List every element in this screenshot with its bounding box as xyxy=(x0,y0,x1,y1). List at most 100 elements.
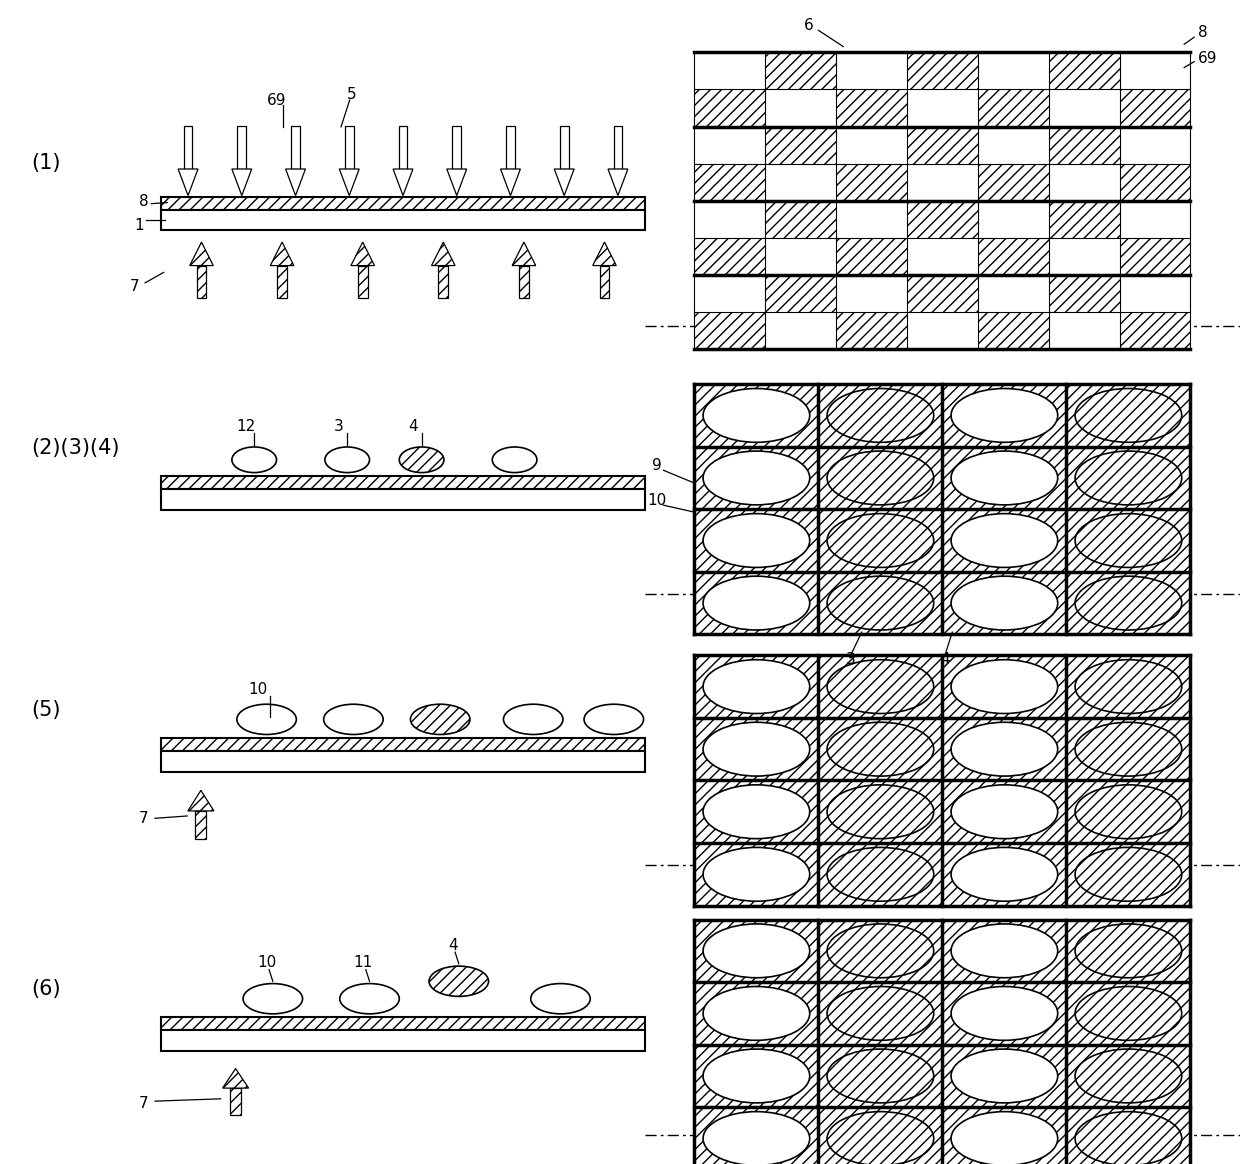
Bar xyxy=(694,655,818,718)
Bar xyxy=(942,780,1066,843)
Bar xyxy=(818,655,942,718)
Ellipse shape xyxy=(1075,1112,1182,1164)
Ellipse shape xyxy=(827,660,934,714)
Text: 7: 7 xyxy=(139,811,149,825)
Ellipse shape xyxy=(951,1112,1058,1164)
Bar xyxy=(506,126,515,169)
Ellipse shape xyxy=(1075,389,1182,442)
Bar xyxy=(161,1017,645,1030)
Text: 8: 8 xyxy=(1198,26,1208,40)
Ellipse shape xyxy=(1075,785,1182,838)
Bar xyxy=(906,237,978,275)
Bar xyxy=(942,447,1066,510)
Ellipse shape xyxy=(584,704,644,734)
Bar xyxy=(906,312,978,349)
Ellipse shape xyxy=(1075,452,1182,505)
Bar xyxy=(942,1107,1066,1164)
Bar xyxy=(765,90,836,127)
Ellipse shape xyxy=(399,447,444,473)
Ellipse shape xyxy=(951,452,1058,505)
Bar xyxy=(345,126,353,169)
Bar xyxy=(161,476,645,489)
Ellipse shape xyxy=(703,1049,810,1102)
Bar xyxy=(836,90,906,127)
Ellipse shape xyxy=(827,1049,934,1102)
Bar xyxy=(906,275,978,312)
Ellipse shape xyxy=(827,513,934,567)
Bar xyxy=(978,275,1049,312)
Bar xyxy=(694,843,818,906)
Polygon shape xyxy=(351,242,374,265)
Bar xyxy=(942,920,1066,982)
Ellipse shape xyxy=(1075,847,1182,901)
Bar xyxy=(1049,52,1120,90)
Ellipse shape xyxy=(827,452,934,505)
Bar xyxy=(1120,90,1190,127)
Bar xyxy=(238,126,246,169)
Bar xyxy=(694,237,765,275)
Bar xyxy=(161,210,645,230)
Bar xyxy=(694,510,818,572)
Bar xyxy=(694,384,818,447)
Bar xyxy=(818,780,942,843)
Text: 5: 5 xyxy=(347,87,357,101)
Bar xyxy=(765,52,836,90)
Polygon shape xyxy=(340,169,360,196)
Bar xyxy=(978,164,1049,201)
Bar xyxy=(942,1045,1066,1107)
Bar xyxy=(600,265,609,298)
Bar xyxy=(836,201,906,237)
Bar xyxy=(942,718,1066,780)
Ellipse shape xyxy=(703,576,810,630)
Bar xyxy=(694,1045,818,1107)
Bar xyxy=(1049,201,1120,237)
Bar xyxy=(818,384,942,447)
Text: 3: 3 xyxy=(846,653,856,667)
Ellipse shape xyxy=(325,447,370,473)
Bar xyxy=(614,126,622,169)
Ellipse shape xyxy=(1075,723,1182,776)
Bar xyxy=(942,572,1066,634)
Ellipse shape xyxy=(503,704,563,734)
Bar xyxy=(1049,90,1120,127)
Bar xyxy=(291,126,300,169)
Ellipse shape xyxy=(827,785,934,838)
Polygon shape xyxy=(270,242,294,265)
Bar xyxy=(906,127,978,164)
Bar xyxy=(978,237,1049,275)
Bar xyxy=(906,164,978,201)
Bar xyxy=(978,90,1049,127)
Ellipse shape xyxy=(827,723,934,776)
Bar xyxy=(1066,572,1190,634)
Text: 3: 3 xyxy=(334,419,343,433)
Bar xyxy=(694,201,765,237)
Bar xyxy=(818,572,942,634)
Ellipse shape xyxy=(951,847,1058,901)
Bar xyxy=(1066,384,1190,447)
Ellipse shape xyxy=(827,987,934,1041)
Bar xyxy=(765,201,836,237)
Bar xyxy=(694,90,765,127)
Bar xyxy=(1066,510,1190,572)
Polygon shape xyxy=(190,242,213,265)
Bar xyxy=(1066,843,1190,906)
Ellipse shape xyxy=(1075,1049,1182,1102)
Bar xyxy=(978,127,1049,164)
Polygon shape xyxy=(179,169,198,196)
Bar xyxy=(942,655,1066,718)
Text: 6: 6 xyxy=(804,19,813,33)
Bar xyxy=(836,275,906,312)
Bar xyxy=(694,982,818,1045)
Ellipse shape xyxy=(1075,924,1182,978)
Ellipse shape xyxy=(827,924,934,978)
Polygon shape xyxy=(223,1069,248,1088)
Bar xyxy=(196,811,207,839)
Ellipse shape xyxy=(951,1049,1058,1102)
Bar xyxy=(942,384,1066,447)
Bar xyxy=(765,237,836,275)
Polygon shape xyxy=(554,169,574,196)
Bar xyxy=(1120,312,1190,349)
Bar xyxy=(694,1107,818,1164)
Text: 7: 7 xyxy=(130,279,140,293)
Bar xyxy=(1066,655,1190,718)
